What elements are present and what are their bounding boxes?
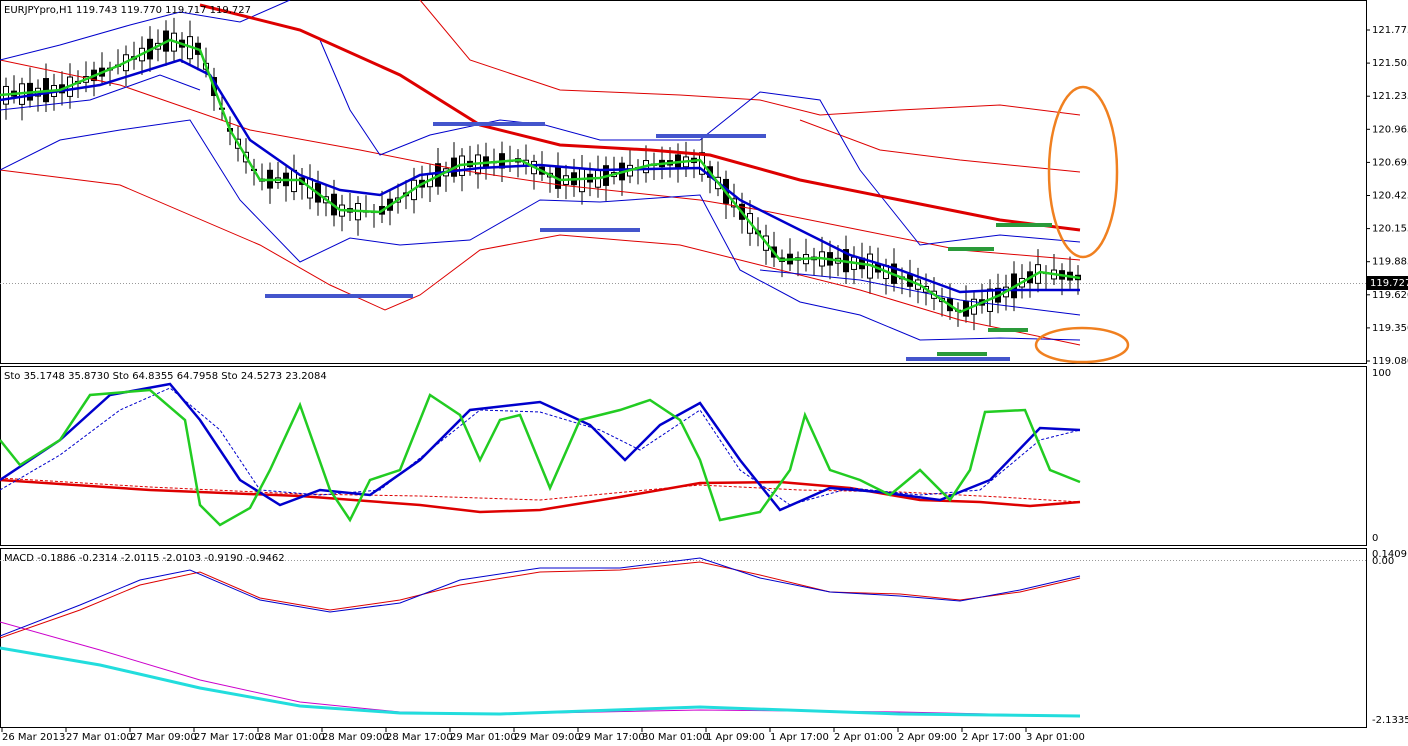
price-label: 120.155 (1372, 224, 1408, 235)
time-label: 29 Mar 09:00 (514, 732, 581, 743)
time-label: 2 Apr 17:00 (962, 732, 1021, 743)
stoch-slow (0, 478, 1081, 514)
target-line (996, 223, 1052, 227)
main-panel-frame (0, 0, 1367, 364)
bollinger-lower (0, 119, 1081, 341)
macd-main-long (0, 646, 1081, 718)
target-line (948, 247, 994, 251)
highlight-ellipse (1034, 326, 1130, 364)
macd-main (0, 557, 1081, 637)
price-label: 121.505 (1372, 58, 1408, 69)
price-label: 119.885 (1372, 257, 1408, 268)
price-label: 119.620 (1372, 290, 1408, 301)
macd-axis-label: -2.1335 (1372, 715, 1408, 726)
envelope-mid (0, 59, 1081, 261)
target-line (937, 352, 987, 356)
time-label: 28 Mar 01:00 (258, 732, 325, 743)
bollinger-inner (0, 74, 1081, 316)
stoch-fast (0, 388, 1081, 527)
time-label: 27 Mar 09:00 (130, 732, 197, 743)
time-label: 27 Mar 17:00 (194, 732, 261, 743)
stoch-label: Sto 35.1748 35.8730 Sto 64.8355 64.7958 … (4, 371, 327, 382)
time-label: 29 Mar 01:00 (450, 732, 517, 743)
price-label: 120.695 (1372, 157, 1408, 168)
price-label: 119.350 (1372, 323, 1408, 334)
stoch-mid (0, 382, 1081, 512)
moving-average-mid (0, 58, 1080, 294)
macd-signal (0, 561, 1081, 639)
level-line (906, 357, 1010, 361)
stoch-axis-label: 100 (1372, 368, 1391, 379)
time-label: 2 Apr 09:00 (898, 732, 957, 743)
price-axis: 121.775 121.505 121.235 120.965 120.695 120.4… (1366, 25, 1408, 367)
price-label: 120.425 (1372, 191, 1408, 202)
target-line (988, 328, 1028, 332)
stoch-axis-label: 0 (1372, 533, 1378, 544)
price-label: 119.080 (1372, 356, 1408, 367)
macd-axis-label: 0.1409 (1372, 549, 1407, 560)
time-label: 28 Mar 17:00 (386, 732, 453, 743)
current-price: 119.727 (1370, 278, 1408, 289)
macd-label: MACD -0.1886 -0.2314 -2.0115 -2.0103 -0.… (4, 553, 285, 564)
time-label: 29 Mar 17:00 (578, 732, 645, 743)
stoch-mid-signal (0, 387, 1081, 506)
level-line (540, 228, 640, 232)
current-price-box (1367, 276, 1408, 290)
stochastic-panel-frame (0, 366, 1367, 546)
price-label: 121.235 (1372, 91, 1408, 102)
level-line (656, 134, 766, 138)
time-label: 2 Apr 01:00 (834, 732, 893, 743)
time-label: 26 Mar 2013 (2, 732, 65, 743)
price-label: 121.775 (1372, 25, 1408, 36)
price-label: 120.965 (1372, 124, 1408, 135)
stoch-slow-signal (0, 477, 1081, 503)
highlight-ellipse (1047, 85, 1119, 259)
moving-average-slow (199, 3, 1081, 232)
target-lines (937, 223, 1052, 356)
support-resistance-lines (265, 122, 1010, 361)
level-line (433, 122, 545, 126)
envelope-lower (0, 169, 1081, 346)
symbol-info: EURJPYpro,H1 119.743 119.770 119.717 119… (4, 5, 251, 16)
time-label: 3 Apr 01:00 (1026, 732, 1085, 743)
moving-average-fast (0, 38, 1081, 314)
time-label: 1 Apr 09:00 (706, 732, 765, 743)
time-label: 28 Mar 09:00 (322, 732, 389, 743)
envelope-upper (419, 0, 1081, 116)
macd-axis-label: 0.00 (1372, 556, 1394, 567)
time-label: 1 Apr 17:00 (770, 732, 829, 743)
time-label: 27 Mar 01:00 (66, 732, 133, 743)
level-line (265, 294, 413, 298)
time-label: 30 Mar 01:00 (642, 732, 709, 743)
